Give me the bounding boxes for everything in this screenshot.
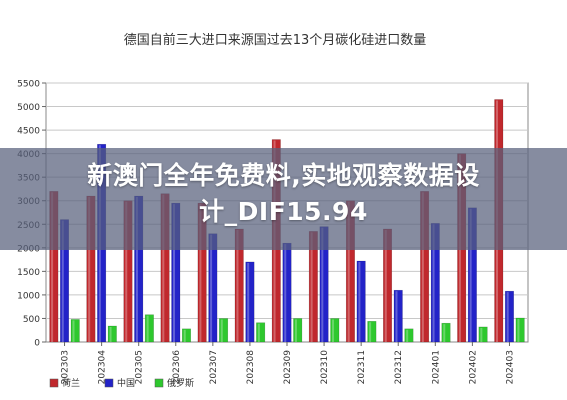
bar-highlight [480,327,483,342]
x-tick-label: 202311 [357,350,367,384]
watermark-line-1: 新澳门全年免费料,实地观察数据设 [87,161,480,190]
bar-highlight [72,320,75,342]
bar-俄罗斯-202308 [256,322,266,343]
bar-中国-202312 [393,289,403,343]
bar-highlight [432,224,435,342]
y-tick-label: 500 [23,315,40,325]
legend: 荷兰 中国 俄罗斯 [49,377,194,389]
bar-highlight [443,324,446,342]
x-tick-label: 202304 [98,350,108,385]
bar-highlight [173,204,176,342]
bar-highlight [347,201,350,342]
bar-highlight [321,227,324,342]
bar-highlight [332,319,335,342]
bar-highlight [384,229,387,342]
x-tick-label: 202305 [135,350,145,384]
x-tick-label: 202402 [468,350,478,384]
bar-俄罗斯-202309 [293,318,303,343]
bar-中国-202309 [282,242,292,343]
bar-俄罗斯-202306 [181,328,191,343]
bar-highlight [257,323,260,342]
bar-highlight [469,208,472,342]
bar-highlight [406,329,409,342]
bar-俄罗斯-202307 [219,318,229,343]
bar-highlight [220,319,223,342]
bar-highlight [61,220,64,342]
bar-highlight [109,326,112,342]
bar-highlight [517,318,520,342]
bar-highlight [51,192,54,342]
bar-highlight [284,244,287,342]
chart-title: 德国自前三大进口来源国过去13个月碳化硅进口数量 [124,32,427,48]
bar-俄罗斯-202312 [404,328,414,343]
bar-俄罗斯-202402 [478,326,488,343]
bar-俄罗斯-202311 [367,321,377,343]
y-tick-label: 5000 [17,103,40,113]
x-tick-label: 202312 [394,350,404,384]
x-tick-label: 202403 [505,350,515,384]
bar-highlight [358,262,361,342]
x-tick-label: 202310 [320,350,330,385]
legend-label: 俄罗斯 [167,377,194,389]
y-tick-label: 1500 [17,268,40,278]
bar-俄罗斯-202303 [70,319,80,343]
x-tick-label: 202306 [172,350,182,385]
bar-highlight [506,292,509,342]
bar-highlight [199,204,202,342]
bar-highlight [88,197,91,342]
legend-swatch-俄罗斯 [154,378,164,388]
bar-highlight [162,194,165,342]
bar-highlight [395,291,398,342]
bar-俄罗斯-202403 [515,317,525,343]
legend-swatch-荷兰 [49,378,59,388]
y-tick-label: 4500 [17,127,40,137]
bar-highlight [183,329,186,342]
x-tick-label: 202307 [209,350,219,384]
bar-highlight [125,201,128,342]
bar-highlight [236,229,239,342]
bar-俄罗斯-202305 [144,314,154,343]
bar-俄罗斯-202304 [107,325,117,343]
watermark-banner [0,148,567,250]
bar-highlight [135,197,138,342]
x-tick-label: 202309 [283,350,293,385]
legend-swatch-中国 [104,378,114,388]
bar-中国-202308 [245,261,255,343]
y-tick-label: 1000 [17,291,40,301]
x-tick-label: 202401 [431,350,441,384]
y-tick-label: 0 [34,339,40,349]
x-tick-label: 202308 [246,350,256,385]
bar-俄罗斯-202401 [441,322,451,343]
x-tick-label: 202303 [61,350,71,384]
y-tick-label: 5500 [17,80,40,90]
bar-中国-202403 [504,290,514,343]
watermark-line-2: 计_DIF15.94 [199,197,368,226]
legend-label: 荷兰 [62,377,80,389]
bar-highlight [421,192,424,342]
watermark-text: 新澳门全年免费料,实地观察数据设 计_DIF15.94 [0,158,567,230]
bar-highlight [310,232,313,342]
bar-highlight [210,234,213,342]
bar-中国-202311 [356,260,366,343]
bar-俄罗斯-202310 [330,318,340,343]
legend-label: 中国 [117,377,135,389]
bar-highlight [369,322,372,342]
bar-highlight [146,315,149,342]
bar-highlight [294,319,297,342]
bar-highlight [247,262,250,342]
